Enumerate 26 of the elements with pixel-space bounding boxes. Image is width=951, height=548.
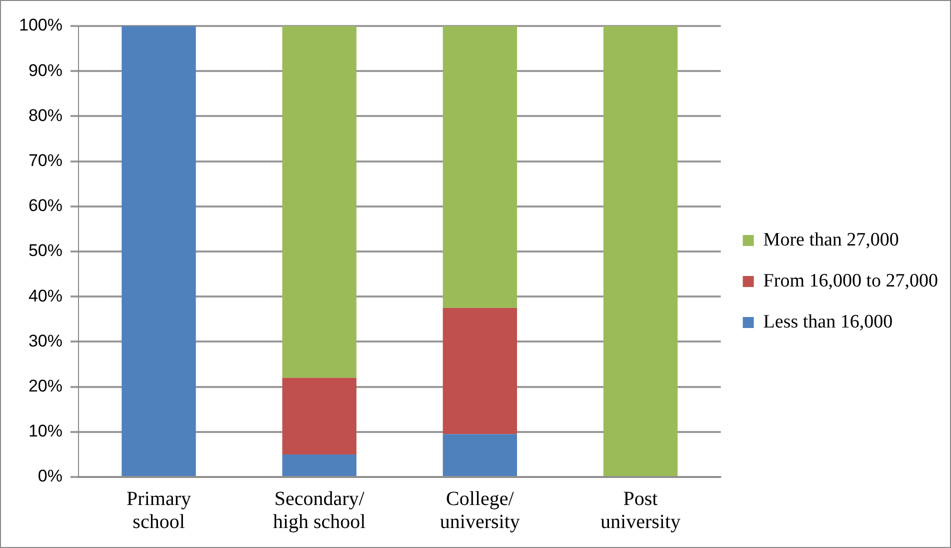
y-tick-label: 70% — [28, 150, 62, 170]
bar — [442, 434, 518, 476]
y-tick-label: 50% — [28, 241, 62, 260]
y-tick-label: 40% — [28, 286, 62, 306]
y-tick-label: 80% — [28, 106, 62, 125]
x-tick-label: Secondary/ high school — [272, 488, 366, 533]
bar — [442, 26, 518, 308]
bar — [122, 26, 196, 476]
y-tick-label: 60% — [28, 196, 62, 216]
y-tick-label: 10% — [28, 422, 62, 441]
y-tick-label: 100% — [18, 16, 62, 35]
legend-label: Less than 16,000 — [763, 311, 893, 332]
x-tick-label: Primary school — [126, 488, 191, 533]
x-tick-label: Post university — [600, 488, 681, 533]
bar — [282, 378, 356, 454]
y-tick-label: 0% — [38, 466, 62, 486]
bar — [282, 454, 356, 476]
y-tick-label: 30% — [28, 331, 62, 350]
legend-label: More than 27,000 — [763, 229, 899, 250]
y-tick-label: 90% — [28, 60, 62, 80]
x-tick-label: College/ university — [440, 488, 520, 533]
legend-label: From 16,000 to 27,000 — [763, 270, 938, 292]
bar — [282, 26, 356, 378]
bar — [442, 308, 518, 434]
y-tick-label: 20% — [28, 376, 62, 396]
bar — [603, 26, 678, 476]
